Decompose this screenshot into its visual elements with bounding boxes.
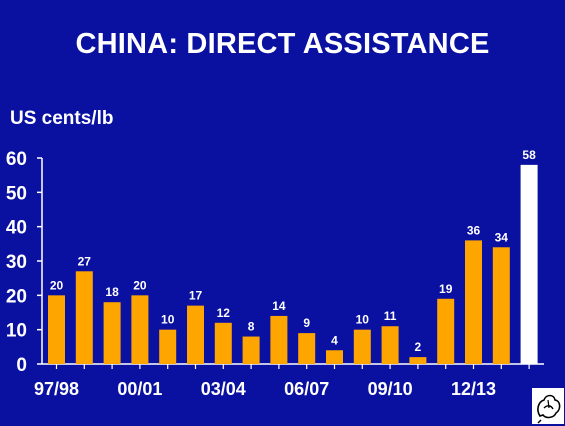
cotton-logo-icon bbox=[532, 388, 564, 424]
y-tick-label: 50 bbox=[6, 183, 27, 204]
bar-value-label: 19 bbox=[439, 282, 453, 296]
bar bbox=[437, 298, 455, 364]
bar bbox=[270, 315, 288, 364]
bar-value-label: 10 bbox=[356, 313, 370, 327]
bar-value-label: 11 bbox=[384, 309, 397, 323]
bar-value-label: 2 bbox=[415, 340, 422, 354]
bar-value-label: 58 bbox=[522, 148, 536, 162]
bar bbox=[298, 333, 316, 364]
bar bbox=[409, 357, 427, 364]
bar-value-label: 20 bbox=[50, 278, 64, 292]
bar bbox=[492, 247, 510, 364]
bar-value-label: 20 bbox=[133, 278, 147, 292]
x-tick-label: 09/10 bbox=[368, 379, 413, 399]
bar-value-label: 34 bbox=[495, 230, 509, 244]
y-tick-label: 20 bbox=[6, 286, 27, 307]
bar bbox=[187, 305, 204, 364]
bar bbox=[159, 329, 177, 364]
x-tick-label: 06/07 bbox=[284, 379, 329, 399]
bar-value-label: 17 bbox=[189, 289, 203, 303]
bar-value-label: 18 bbox=[105, 285, 119, 299]
bar bbox=[103, 302, 121, 364]
bar-value-label: 9 bbox=[303, 316, 310, 330]
bar bbox=[353, 329, 371, 364]
x-tick-label: 12/13 bbox=[451, 379, 496, 399]
y-tick-label: 10 bbox=[6, 321, 27, 342]
y-tick-label: 40 bbox=[6, 218, 27, 239]
bar-value-label: 10 bbox=[161, 313, 175, 327]
y-tick-label: 30 bbox=[6, 252, 27, 273]
x-tick-label: 00/01 bbox=[117, 379, 162, 399]
bar-value-label: 8 bbox=[248, 320, 255, 334]
bar bbox=[75, 271, 93, 364]
bar-value-label: 27 bbox=[78, 254, 92, 268]
bar bbox=[326, 350, 343, 364]
bar bbox=[465, 240, 482, 364]
x-tick-label: 97/98 bbox=[34, 379, 79, 399]
chart-title: CHINA: DIRECT ASSISTANCE bbox=[75, 28, 490, 60]
y-tick-label: 0 bbox=[16, 355, 27, 376]
bar bbox=[48, 295, 65, 364]
bar-value-label: 4 bbox=[331, 333, 338, 347]
bar bbox=[242, 336, 260, 364]
bar bbox=[381, 326, 399, 364]
bar-value-label: 36 bbox=[467, 223, 481, 237]
bar bbox=[131, 295, 149, 364]
y-axis-unit-label: US cents/lb bbox=[10, 108, 114, 129]
bar bbox=[214, 322, 232, 364]
x-tick-label: 03/04 bbox=[201, 379, 246, 399]
bar-value-label: 12 bbox=[217, 306, 231, 320]
bar bbox=[520, 164, 538, 364]
bar-value-label: 14 bbox=[272, 299, 286, 313]
y-tick-label: 60 bbox=[6, 149, 27, 170]
